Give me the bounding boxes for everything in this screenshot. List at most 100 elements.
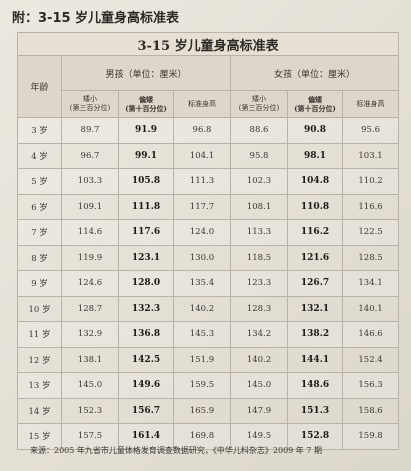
girls-short-cell: 108.1 <box>230 193 288 220</box>
table-title: 3-15 岁儿童身高标准表 <box>16 32 400 56</box>
age-cell: 4 岁 <box>17 142 62 169</box>
girls-short-percentile: (第三百分位) <box>238 104 280 112</box>
boys-low-cell: 149.6 <box>118 372 174 399</box>
boys-standard-cell: 165.9 <box>173 397 231 424</box>
boys-short-cell: 138.1 <box>61 346 119 373</box>
boys-standard-cell: 135.4 <box>173 270 231 297</box>
age-cell: 9 岁 <box>17 270 62 297</box>
boys-standard-cell: 169.8 <box>173 423 231 450</box>
girls-low-cell: 148.6 <box>287 372 343 399</box>
age-cell: 8 岁 <box>17 244 62 271</box>
table-row: 14 岁 152.3 156.7 165.9 147.9 151.3 158.6 <box>17 397 400 424</box>
girls-group-header: 女孩（单位：厘米） <box>229 55 400 91</box>
boys-standard-cell: 124.0 <box>173 219 231 246</box>
boys-short-cell: 96.7 <box>61 142 119 169</box>
girls-standard-cell: 146.6 <box>341 321 400 348</box>
girls-short-cell: 140.2 <box>230 346 288 373</box>
boys-short-cell: 124.6 <box>61 270 119 297</box>
boys-standard-cell: 111.3 <box>173 168 231 195</box>
girls-short-cell: 102.3 <box>230 168 288 195</box>
girls-low-cell: 144.1 <box>287 346 343 373</box>
boys-short-header: 矮小 (第三百分位) <box>61 90 119 118</box>
girls-standard-cell: 156.3 <box>341 372 400 399</box>
girls-standard-cell: 140.1 <box>341 295 400 322</box>
boys-short-cell: 103.3 <box>61 168 119 195</box>
girls-standard-cell: 116.6 <box>341 193 400 220</box>
boys-low-cell: 142.5 <box>118 346 174 373</box>
boys-low-cell: 111.8 <box>118 193 174 220</box>
table-row: 7 岁 114.6 117.6 124.0 113.3 116.2 122.5 <box>17 219 400 246</box>
age-cell: 13 岁 <box>17 372 62 399</box>
boys-short-cell: 145.0 <box>61 372 119 399</box>
boys-standard-cell: 159.5 <box>173 372 231 399</box>
girls-low-cell: 151.3 <box>287 397 343 424</box>
girls-standard-cell: 159.8 <box>341 423 400 450</box>
girls-short-cell: 118.5 <box>230 244 288 271</box>
height-standard-table-container: 3-15 岁儿童身高标准表 年龄 男孩（单位：厘米） 女孩（单位：厘米） 矮小 … <box>16 32 400 450</box>
age-cell: 5 岁 <box>17 168 62 195</box>
girls-low-cell: 110.8 <box>287 193 343 220</box>
boys-low-cell: 117.6 <box>118 219 174 246</box>
boys-low-header: 偏矮 (第十百分位) <box>118 90 174 118</box>
girls-short-cell: 145.0 <box>230 372 288 399</box>
boys-short-label: 矮小 <box>83 95 97 103</box>
girls-low-cell: 104.8 <box>287 168 343 195</box>
girls-short-cell: 149.5 <box>230 423 288 450</box>
boys-standard-cell: 130.0 <box>173 244 231 271</box>
girls-low-cell: 98.1 <box>287 142 343 169</box>
table-row: 4 岁 96.7 99.1 104.1 95.8 98.1 103.1 <box>17 142 400 169</box>
table-row: 11 岁 132.9 136.8 145.3 134.2 138.2 146.6 <box>17 321 400 348</box>
boys-low-cell: 105.8 <box>118 168 174 195</box>
age-column-header: 年龄 <box>17 55 62 118</box>
girls-standard-cell: 110.2 <box>341 168 400 195</box>
boys-group-header: 男孩（单位：厘米） <box>61 55 231 91</box>
girls-low-cell: 116.2 <box>287 219 343 246</box>
girls-short-label: 矮小 <box>252 95 266 103</box>
document-title: 附：3-15 岁儿童身高标准表 <box>12 11 180 26</box>
girls-low-header: 偏矮 (第十百分位) <box>287 90 343 118</box>
girls-low-cell: 121.6 <box>287 244 343 271</box>
boys-short-cell: 132.9 <box>61 321 119 348</box>
boys-short-percentile: (第三百分位) <box>69 104 111 112</box>
boys-standard-cell: 104.1 <box>173 142 231 169</box>
girls-short-cell: 88.6 <box>230 117 288 144</box>
girls-low-label: 偏矮 <box>308 95 322 104</box>
boys-standard-cell: 96.8 <box>173 117 231 144</box>
boys-standard-cell: 117.7 <box>173 193 231 220</box>
boys-short-cell: 89.7 <box>61 117 119 144</box>
boys-short-cell: 119.9 <box>61 244 119 271</box>
girls-low-cell: 126.7 <box>287 270 343 297</box>
boys-low-cell: 161.4 <box>118 423 174 450</box>
table-row: 8 岁 119.9 123.1 130.0 118.5 121.6 128.5 <box>17 244 400 271</box>
girls-low-cell: 132.1 <box>287 295 343 322</box>
girls-standard-cell: 158.6 <box>341 397 400 424</box>
girls-low-cell: 152.8 <box>287 423 343 450</box>
table-row: 10 岁 128.7 132.3 140.2 128.3 132.1 140.1 <box>17 295 400 322</box>
boys-low-cell: 156.7 <box>118 397 174 424</box>
table-row: 15 岁 157.5 161.4 169.8 149.5 152.8 159.8 <box>17 423 400 450</box>
table-row: 3 岁 89.7 91.9 96.8 88.6 90.8 95.6 <box>17 117 400 144</box>
girls-short-cell: 113.3 <box>230 219 288 246</box>
girls-standard-cell: 95.6 <box>341 117 400 144</box>
age-cell: 6 岁 <box>17 193 62 220</box>
age-cell: 15 岁 <box>17 423 62 450</box>
table-row: 9 岁 124.6 128.0 135.4 123.3 126.7 134.1 <box>17 270 400 297</box>
boys-standard-cell: 140.2 <box>173 295 231 322</box>
girls-low-percentile: (第十百分位) <box>294 104 336 113</box>
boys-standard-header: 标准身高 <box>173 90 231 118</box>
boys-low-cell: 128.0 <box>118 270 174 297</box>
table-row: 12 岁 138.1 142.5 151.9 140.2 144.1 152.4 <box>17 346 400 373</box>
boys-low-cell: 91.9 <box>118 117 174 144</box>
age-cell: 11 岁 <box>17 321 62 348</box>
boys-low-label: 偏矮 <box>139 95 153 104</box>
age-cell: 7 岁 <box>17 219 62 246</box>
table-row: 6 岁 109.1 111.8 117.7 108.1 110.8 116.6 <box>17 193 400 220</box>
girls-standard-cell: 152.4 <box>341 346 400 373</box>
height-standard-table: 3-15 岁儿童身高标准表 年龄 男孩（单位：厘米） 女孩（单位：厘米） 矮小 … <box>16 32 400 450</box>
girls-standard-cell: 103.1 <box>341 142 400 169</box>
girls-short-cell: 95.8 <box>230 142 288 169</box>
girls-standard-cell: 122.5 <box>341 219 400 246</box>
boys-low-cell: 132.3 <box>118 295 174 322</box>
girls-short-header: 矮小 (第三百分位) <box>230 90 288 118</box>
boys-short-cell: 128.7 <box>61 295 119 322</box>
